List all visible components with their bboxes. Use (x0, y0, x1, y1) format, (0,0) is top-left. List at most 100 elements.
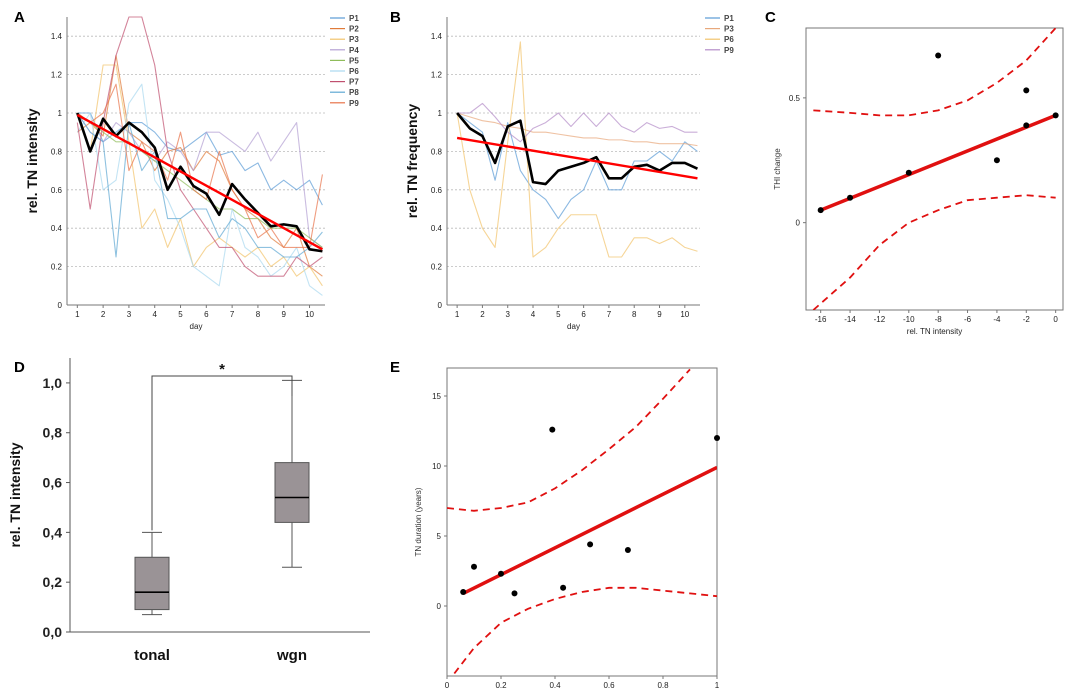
box (274, 462, 310, 523)
ci-upper-line (447, 368, 691, 512)
y-tick-label: 1.2 (51, 71, 63, 80)
data-point (993, 157, 1000, 164)
y-axis-label: THI change (773, 148, 782, 190)
x-tick-label: 0.6 (603, 681, 615, 690)
panel-c: C -16 -14 -12 -10 -8 -6 -4 -2 0 0 0.5 rel. TN intens… (765, 9, 1064, 336)
x-tick-label: -8 (935, 315, 943, 324)
y-axis-label: TN duration (years) (414, 487, 423, 556)
panel-label-a: A (14, 9, 25, 26)
y-tick-label: 0,0 (43, 624, 63, 640)
y-tick-label: 1 (58, 109, 63, 118)
x-tick-label: -2 (1023, 315, 1031, 324)
x-tick-label: 0 (445, 681, 450, 690)
data-point (587, 541, 594, 548)
series-line-p8 (76, 112, 323, 258)
x-tick-label: 5 (178, 310, 183, 319)
panel-label-d: D (14, 359, 25, 376)
x-tick-label: 1 (715, 681, 720, 690)
x-axis-label: rel. TN intensity (907, 327, 962, 336)
y-tick-label: 0,6 (43, 475, 63, 491)
y-tick-label: 0.4 (431, 224, 443, 233)
y-axis-label: rel. TN intensity (7, 442, 23, 547)
series-line-p1 (456, 112, 698, 220)
x-tick-label: 0 (1053, 315, 1058, 324)
significance-bracket (151, 375, 293, 531)
x-tick-label: 2 (101, 310, 106, 319)
y-axis-label: rel. TN intensity (24, 108, 40, 213)
series-line-p3 (76, 64, 323, 287)
regression-line (76, 113, 323, 251)
regression-line (462, 465, 717, 595)
y-tick-label: 0.6 (51, 186, 63, 195)
significance-marker: * (219, 361, 225, 378)
panel-e: E00.20.40.60.81051015rel. TN intensityTN… (390, 359, 720, 690)
y-tick-label: 0.4 (51, 224, 63, 233)
x-tick-label: 8 (256, 310, 261, 319)
legend-entry: P1 (349, 14, 359, 23)
x-tick-label: 1 (75, 310, 80, 319)
series-line-p4 (76, 112, 323, 248)
y-tick-label: 1,0 (43, 375, 63, 391)
data-point (1023, 122, 1030, 129)
y-tick-label: 0,2 (43, 574, 63, 590)
x-tick-label: 0.4 (549, 681, 561, 690)
panel-label-e: E (390, 359, 400, 376)
ci-lower-line (812, 194, 1056, 310)
y-tick-label: 0.8 (431, 147, 443, 156)
x-tick-label: 7 (607, 310, 612, 319)
series-line-p2 (76, 54, 323, 277)
legend-entry: P4 (349, 46, 359, 55)
y-tick-label: 0.6 (431, 186, 443, 195)
data-point (560, 584, 567, 591)
x-tick-label: 2 (480, 310, 485, 319)
plot-frame (446, 367, 718, 677)
regression-line (820, 113, 1057, 212)
x-tick-label: 4 (531, 310, 536, 319)
x-tick-label: -4 (993, 315, 1001, 324)
x-tick-label: 9 (657, 310, 662, 319)
legend-entry: P8 (349, 88, 359, 97)
series-line-p3 (456, 112, 698, 147)
x-tick-label: 5 (556, 310, 561, 319)
regression-line (456, 136, 698, 180)
legend-entry: P5 (349, 56, 359, 65)
legend-entry: P1 (724, 14, 734, 23)
ci-lower-line (451, 586, 717, 676)
panel-a: A 0 0.2 0.4 0.6 0.8 1 1.2 1.4 1 2 3 4 5 6 7 8 9 10 day rel. … (14, 9, 359, 331)
category-label: tonal (134, 647, 170, 664)
legend-entry: P6 (349, 67, 359, 76)
panel-label-b: B (390, 9, 401, 26)
data-point (498, 570, 504, 577)
panel-label-c: C (765, 9, 776, 26)
legend-entry: P6 (724, 35, 734, 44)
series-line-p9 (76, 83, 323, 248)
x-tick-label: 10 (305, 310, 314, 319)
mean-line (76, 112, 323, 253)
y-tick-label: 0 (796, 219, 801, 228)
data-point (817, 207, 824, 214)
y-tick-label: 0 (58, 301, 63, 310)
y-tick-label: 5 (437, 532, 442, 541)
panel-b: B 0 0.2 0.4 0.6 0.8 1 1.2 1.4 1 2 3 4 5 6 7 8 9 10 day rel. … (390, 9, 734, 331)
legend-entry: P9 (724, 46, 734, 55)
x-tick-label: 10 (680, 310, 689, 319)
x-tick-label: 7 (230, 310, 235, 319)
category-label: wgn (276, 647, 307, 664)
x-axis-label: day (190, 322, 203, 331)
x-tick-label: 0.8 (657, 681, 669, 690)
y-tick-label: 15 (432, 392, 441, 401)
y-axis-label: rel. TN frequency (404, 104, 420, 219)
data-point (511, 590, 518, 597)
x-axis-label: day (567, 322, 580, 331)
x-tick-label: -10 (903, 315, 915, 324)
x-tick-label: 8 (632, 310, 637, 319)
y-tick-label: 0.2 (51, 263, 63, 272)
y-tick-label: 1.4 (51, 32, 63, 41)
series-line-p6 (76, 83, 323, 296)
y-tick-label: 0 (438, 301, 443, 310)
x-tick-label: 4 (152, 310, 157, 319)
legend-entry: P3 (724, 25, 734, 34)
y-tick-label: 0.8 (51, 147, 63, 156)
x-tick-label: 3 (505, 310, 510, 319)
